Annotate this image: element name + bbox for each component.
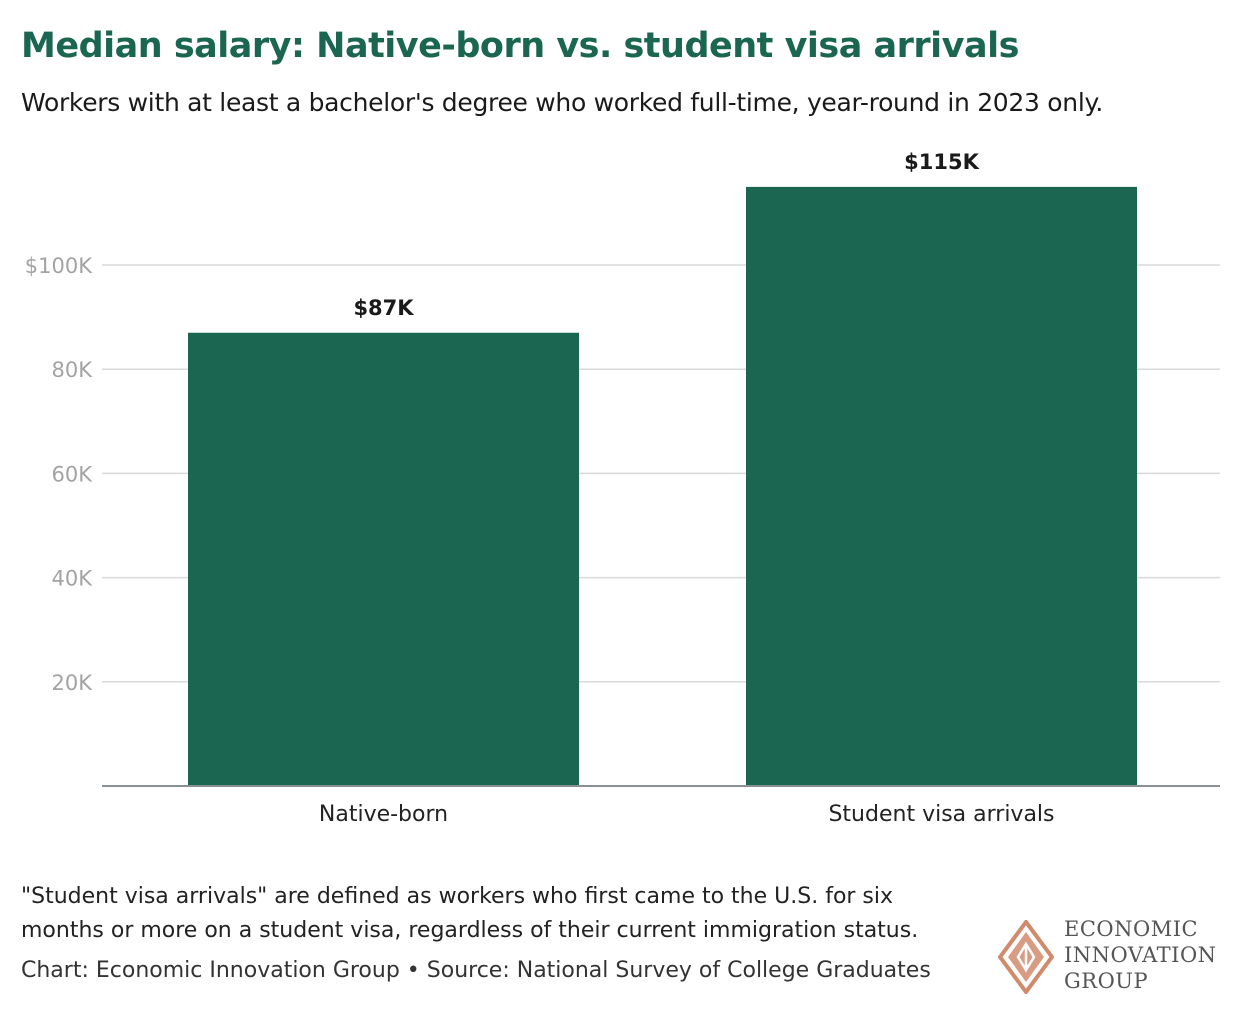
bar (746, 186, 1137, 787)
bar-chart: 20K 40K 60K 80K $100K $87K Native-born $115K Stu… (25, 150, 1220, 827)
eig-logo: ECONOMIC INNOVATION GROUP (998, 916, 1228, 996)
chart-subtitle: Workers with at least a bachelor's degre… (21, 88, 1104, 117)
y-tick-label: 20K (52, 671, 94, 695)
x-category-label: Native-born (319, 802, 448, 827)
y-tick-label: $100K (25, 254, 93, 278)
bar-value-label: $87K (353, 296, 414, 320)
x-category-label: Student visa arrivals (828, 802, 1054, 827)
logo-line-innovation: INNOVATION (1064, 943, 1217, 967)
bar (188, 332, 579, 786)
logo-wordmark: ECONOMIC INNOVATION GROUP (1064, 916, 1217, 994)
chart-title: Median salary: Native-born vs. student v… (21, 26, 1019, 66)
source-credit: Chart: Economic Innovation Group • Sourc… (21, 958, 931, 983)
y-tick-label: 40K (52, 567, 94, 591)
logo-line-economic: ECONOMIC (1064, 917, 1199, 941)
diamond-logo-icon (998, 920, 1054, 994)
bars (188, 186, 1137, 787)
y-tick-label: 60K (52, 462, 94, 486)
y-tick-label: 80K (52, 358, 94, 382)
bar-value-label: $115K (904, 150, 979, 174)
logo-line-group: GROUP (1064, 969, 1149, 993)
footnote: "Student visa arrivals" are defined as w… (21, 884, 919, 943)
labels: 20K 40K 60K 80K $100K $87K Native-born $115K Stu… (25, 150, 1055, 827)
